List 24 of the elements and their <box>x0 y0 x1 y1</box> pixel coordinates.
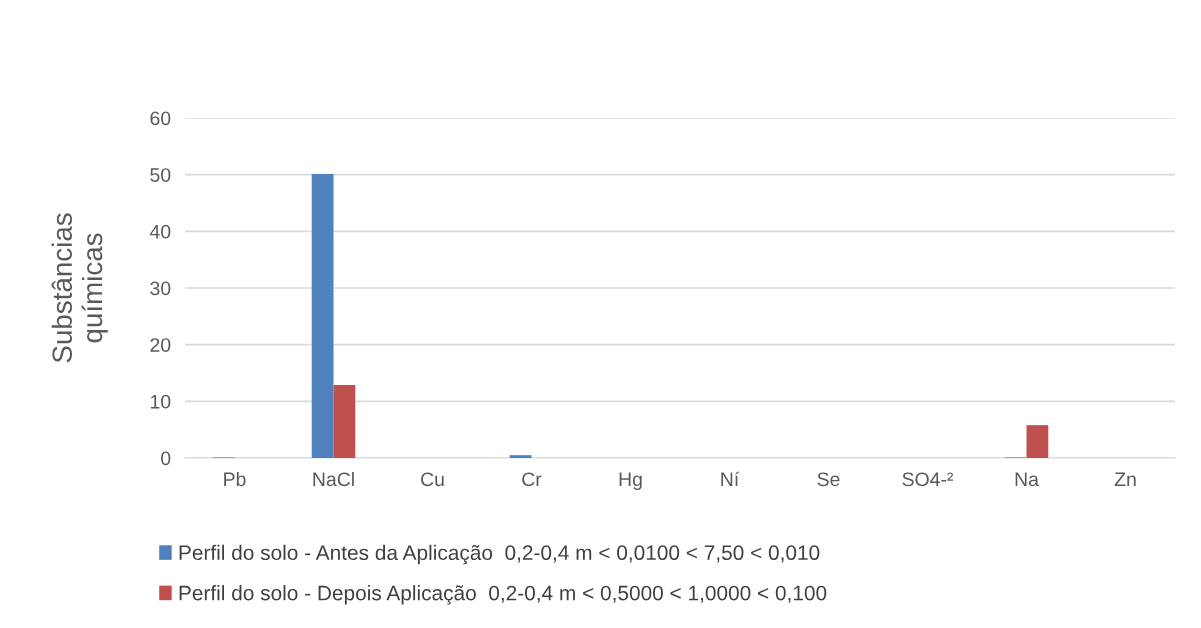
x-tick-label: Zn <box>1114 472 1136 486</box>
x-tick-label: Pb <box>224 471 246 487</box>
bar <box>311 174 334 458</box>
x-tick-label: SO4-² <box>902 472 954 487</box>
bar <box>1026 425 1049 458</box>
x-tick-label: NaCl <box>313 471 354 487</box>
legend-label: Perfil do solo - Depois Aplicação 0,2-0,4 m < 0,5000 < 1,0000 < 0,100 <box>179 585 827 605</box>
x-tick-label: Na <box>1015 472 1039 487</box>
y-tick-label: 50 <box>150 168 171 182</box>
y-tick-label: 0 <box>161 451 171 466</box>
bar <box>509 455 532 458</box>
y-tick-label: 40 <box>149 224 171 239</box>
y-axis-title: Substâncias químicas <box>51 213 108 363</box>
legend-label: Perfil do solo - Antes da Aplicação 0,2-0,4 m < 0,0100 < 7,50 < 0,010 <box>179 544 820 565</box>
y-tick-label: 30 <box>150 281 171 296</box>
x-tick-label: Se <box>817 472 840 487</box>
x-tick-label: Cu <box>421 472 444 487</box>
x-tick-label: Hg <box>619 472 642 491</box>
bar <box>333 384 356 458</box>
x-tick-label: Ní <box>721 471 740 486</box>
y-tick-label: 10 <box>150 394 171 409</box>
y-tick-label: 60 <box>150 111 171 126</box>
x-tick-label: Cr <box>522 472 542 487</box>
y-tick-label: 20 <box>150 338 171 352</box>
